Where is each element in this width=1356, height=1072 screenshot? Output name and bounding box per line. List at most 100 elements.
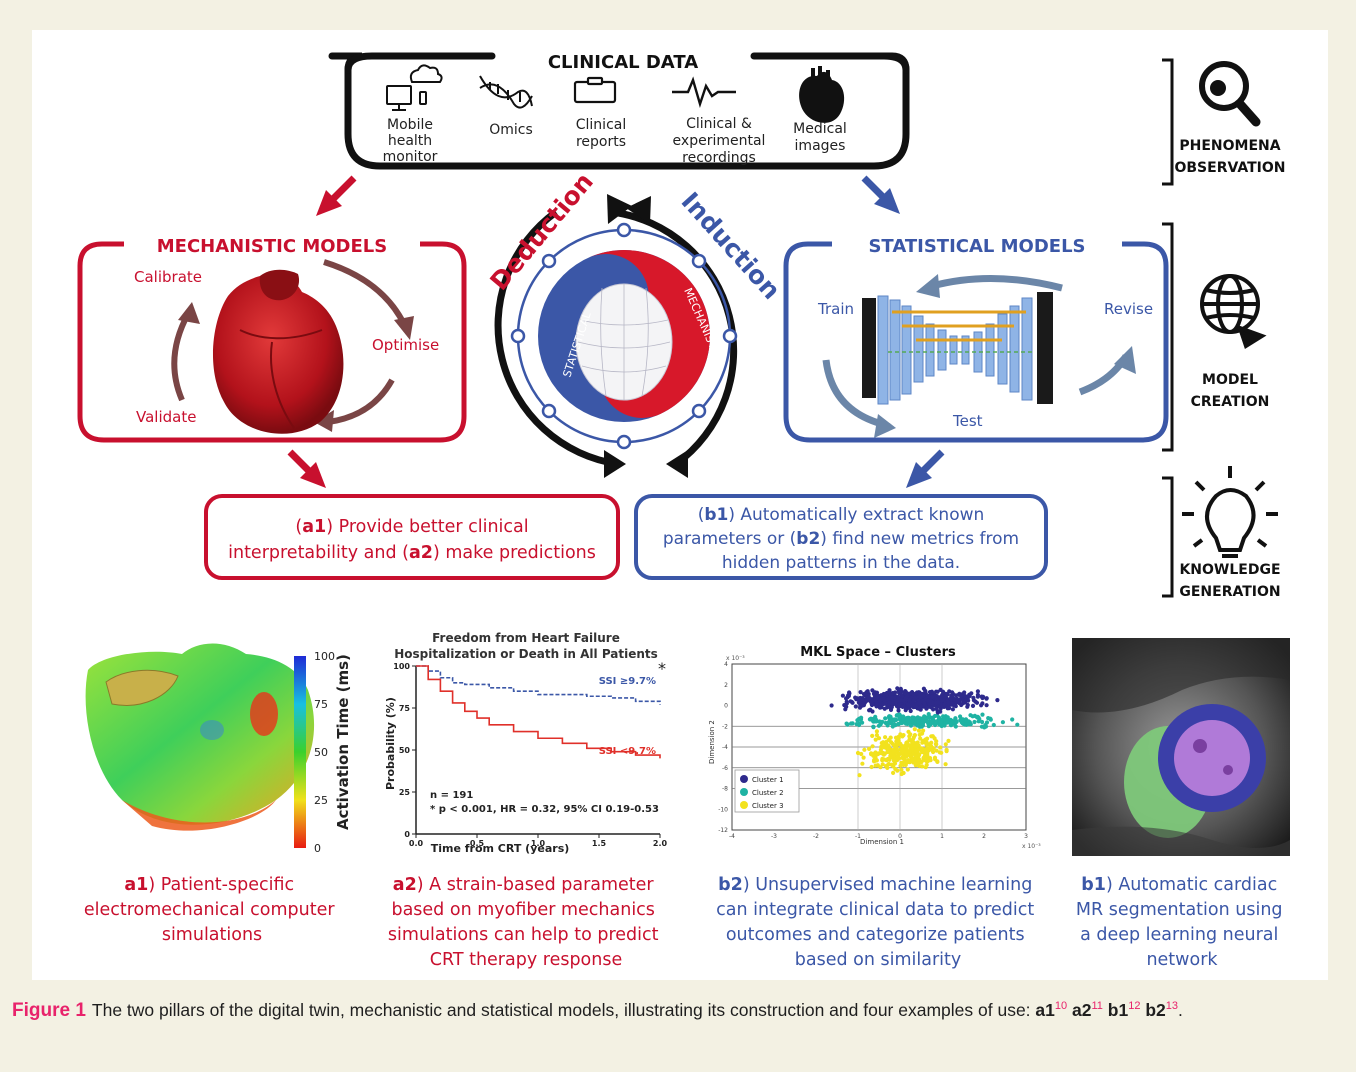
- b2-point: [929, 721, 934, 726]
- b2-point: [894, 741, 899, 746]
- process-sidebar: [1162, 58, 1174, 598]
- dna-icon: [479, 75, 533, 109]
- heart-icon: [799, 66, 845, 123]
- b2-point: [874, 717, 879, 722]
- b2-point: [939, 723, 944, 729]
- b2-point: [870, 744, 875, 749]
- a2-title-line2: Hospitalization or Death in All Patients: [394, 647, 658, 661]
- b2-point: [984, 720, 990, 725]
- b2-point: [868, 716, 874, 722]
- induction-arrowhead: [626, 196, 651, 224]
- b2-point: [886, 747, 891, 752]
- b2-point: [971, 695, 976, 701]
- a2-series-low-line: [416, 665, 661, 759]
- b2-xtick-label: -3: [771, 833, 777, 840]
- a1-tick-25: 25: [314, 794, 328, 807]
- a2-xlabel: Time from CRT (years): [431, 842, 570, 855]
- a1-caption: a1) Patient-specific electromechanical c…: [84, 875, 340, 945]
- b2-xlabel: Dimension 1: [860, 838, 904, 846]
- b2-point: [896, 712, 901, 717]
- b2-xtick-label: 2: [982, 833, 986, 840]
- b2-point: [903, 696, 908, 701]
- b2-point: [923, 688, 928, 693]
- b2-point: [938, 720, 943, 725]
- a2-series-low-label: SSI <9.7%: [599, 746, 656, 757]
- mechanistic-models-box: MECHANISTIC MODELS Calibrate Optimise Va…: [77, 236, 467, 443]
- b2-point: [933, 720, 939, 725]
- b2-point: [961, 698, 966, 703]
- deduction-induction-cycle: Deduction Induction STATISTICAL MECHANIS…: [484, 167, 786, 478]
- b2-point: [895, 686, 900, 691]
- b2-point: [873, 737, 878, 742]
- b2-point: [873, 763, 878, 768]
- b2-point: [896, 705, 901, 710]
- b2-point: [892, 718, 897, 723]
- b2-point: [860, 720, 865, 725]
- b2-point: [918, 704, 923, 709]
- b2-point: [861, 755, 866, 760]
- b2-xtick-label: -4: [729, 833, 735, 840]
- b2-point: [874, 729, 880, 734]
- b2-point: [975, 689, 981, 694]
- b2-point: [899, 743, 904, 748]
- b1-caption: b1) Automatic cardiac MR segmentation us…: [1076, 875, 1288, 970]
- b2-point: [869, 764, 874, 770]
- b2-cluster-2-points: [844, 712, 1020, 730]
- revise-label: Revise: [1104, 300, 1153, 318]
- mechanistic-title: MECHANISTIC MODELS: [157, 236, 387, 257]
- b2-point: [907, 734, 912, 739]
- lightbulb-icon: [1182, 466, 1278, 558]
- b2-ytick-label: 0: [724, 703, 728, 710]
- b2-point: [979, 724, 985, 729]
- b2-point: [946, 704, 951, 709]
- b2-point: [886, 714, 892, 719]
- a1-tick-75: 75: [314, 698, 328, 711]
- b2-point: [991, 722, 996, 728]
- b2-point: [934, 739, 939, 744]
- b2-point: [901, 718, 906, 723]
- b2-point: [980, 695, 985, 701]
- caption-ref-a2: a211: [1072, 999, 1103, 1020]
- b2-point: [900, 734, 905, 739]
- b2-ytick-label: -10: [718, 806, 728, 813]
- b2-point: [897, 690, 902, 696]
- b2-point: [889, 721, 894, 726]
- b2-point: [911, 715, 916, 720]
- b2-point: [907, 743, 912, 748]
- b2-point: [984, 703, 989, 708]
- diagram-canvas: CLINICAL DATA Mobile health monitor Omi: [77, 52, 1290, 970]
- a1-colorbar-label: Activation Time (ms): [334, 654, 352, 830]
- b2-point: [862, 747, 867, 752]
- arrow-to-outcome-b: [906, 449, 945, 488]
- b2-point: [894, 746, 899, 751]
- clinical-item-0: Mobile health monitor: [383, 117, 438, 165]
- b2-point: [918, 747, 923, 752]
- b2-point: [946, 700, 951, 705]
- b2-point: [886, 743, 891, 749]
- b2-point: [904, 746, 909, 751]
- b2-cluster-scatter: MKL Space – Clusters x 10⁻³ x 10⁻³ Dimen…: [708, 645, 1041, 850]
- b2-point: [877, 705, 883, 710]
- b2-point: [918, 695, 923, 700]
- b2-point: [855, 696, 860, 701]
- b2-point: [879, 751, 885, 756]
- b2-point: [938, 745, 943, 750]
- b2-point: [887, 700, 892, 706]
- b2-point: [907, 720, 912, 725]
- b2-ytick-label: 4: [724, 661, 728, 668]
- b1-mri-segmentation-image: [1072, 638, 1290, 856]
- b2-point: [954, 719, 959, 725]
- figure-label: Figure 1: [12, 999, 86, 1021]
- b2-point: [922, 714, 927, 719]
- clipboard-icon: [573, 76, 617, 104]
- b2-point: [972, 719, 977, 725]
- test-label: Test: [952, 412, 983, 430]
- outcome-b-line2: parameters or (b2) find new metrics from: [663, 529, 1019, 549]
- b2-ytick-label: -12: [718, 827, 728, 834]
- b2-point: [885, 756, 891, 762]
- b2-point: [935, 709, 940, 714]
- b2-point: [891, 770, 896, 776]
- b2-point: [913, 753, 918, 759]
- b2-point: [979, 703, 984, 708]
- b2-point: [916, 719, 921, 724]
